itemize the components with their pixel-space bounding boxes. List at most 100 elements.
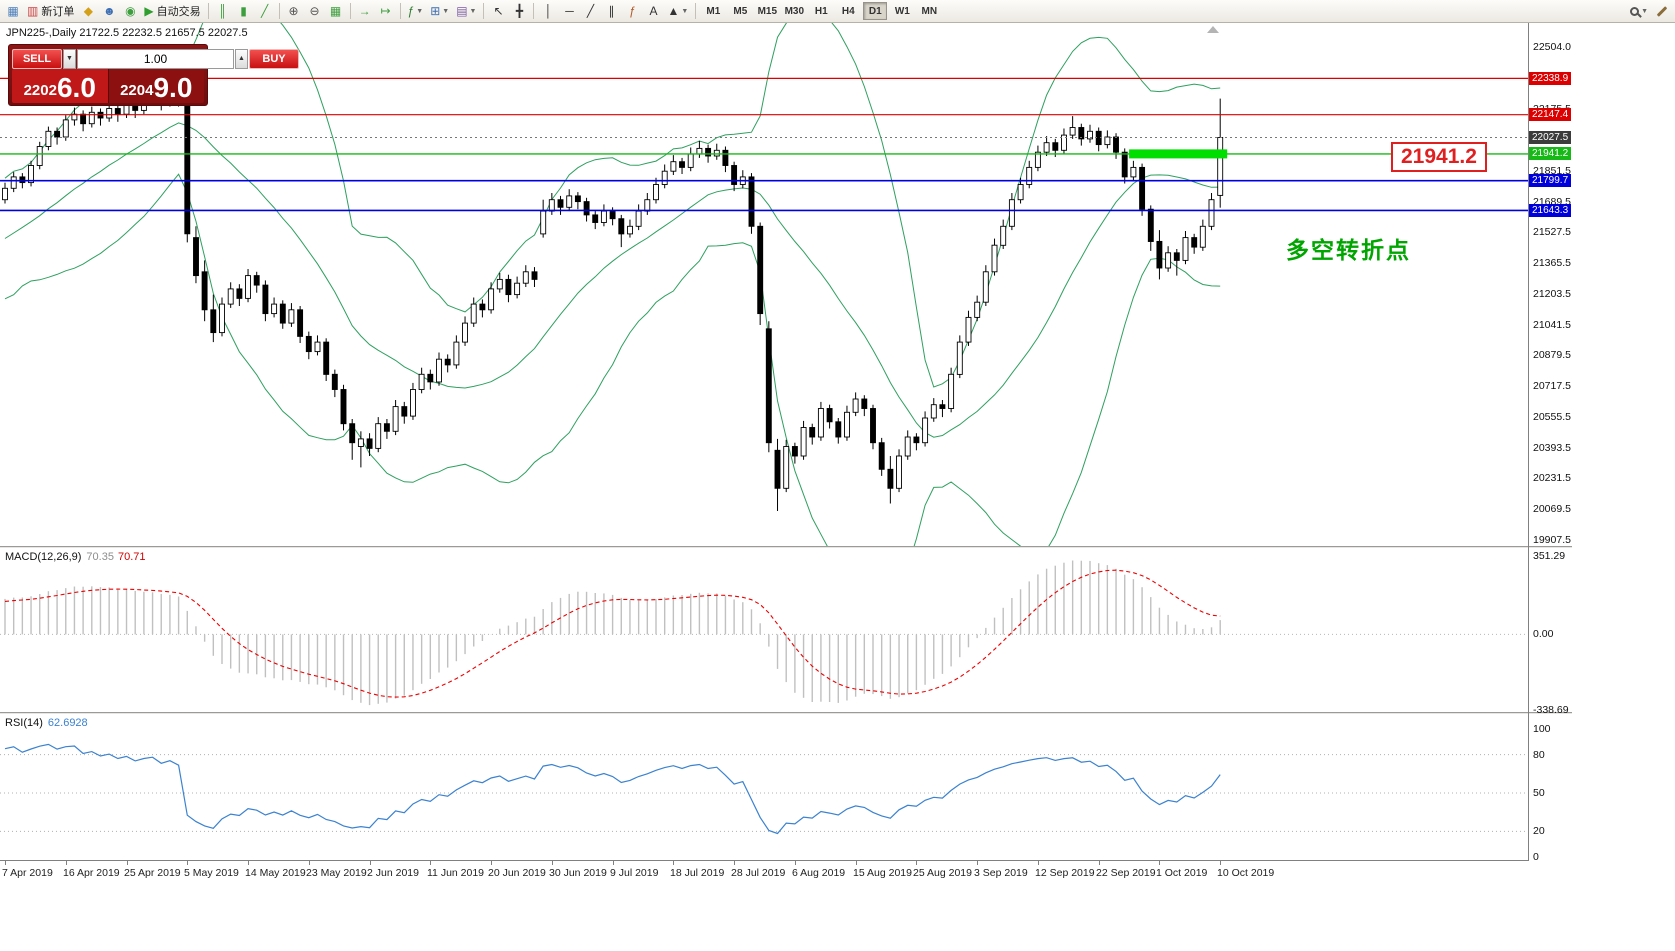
bar-chart-icon: ║ — [218, 4, 227, 18]
chart-shift-icon: ↦ — [380, 4, 391, 18]
timeframe-button-m5[interactable]: M5 — [733, 5, 748, 17]
macd-canvas[interactable] — [0, 549, 1528, 712]
candlestick-icon: ▮ — [240, 4, 247, 18]
date-label: 15 Aug 2019 — [853, 867, 912, 879]
news-icon[interactable]: ◉ — [120, 1, 140, 21]
price-axis-line — [1528, 23, 1529, 861]
date-tick — [1038, 861, 1039, 865]
date-label: 10 Oct 2019 — [1217, 867, 1275, 879]
crosshair-button[interactable]: ╋ — [509, 1, 529, 21]
text-button[interactable]: A — [643, 1, 663, 21]
profiles-button[interactable]: ▤ ▼ — [453, 1, 479, 21]
cursor-button[interactable]: ↖ — [488, 1, 508, 21]
price-callout-label[interactable]: 21941.2 — [1391, 142, 1487, 172]
chart-shift-button[interactable]: ↦ — [376, 1, 396, 21]
timeframe-button-mn[interactable]: MN — [921, 5, 938, 17]
price-line-flag[interactable]: 21643.3 — [1529, 204, 1572, 217]
volume-input[interactable] — [77, 48, 234, 69]
chart-title: JPN225-,Daily 21722.5 22232.5 21657.5 22… — [6, 27, 248, 39]
timeframe-button-w1[interactable]: W1 — [894, 5, 910, 17]
pencil-icon — [1656, 5, 1668, 17]
date-tick — [916, 861, 917, 865]
chart-icon[interactable]: ▦ — [3, 1, 23, 21]
channel-button[interactable]: ∥ — [601, 1, 621, 21]
candlestick-button[interactable]: ▮ — [234, 1, 254, 21]
price-line-flag[interactable]: 22027.5 — [1529, 131, 1572, 144]
cursor-icon: ↖ — [493, 4, 504, 18]
edit-button[interactable] — [1652, 1, 1672, 21]
search-button[interactable]: ▼ — [1627, 1, 1651, 21]
autotrading-button[interactable]: ▶ 自动交易 — [141, 1, 203, 21]
arrows-button[interactable]: ▲ ▼ — [664, 1, 691, 21]
date-label: 9 Jul 2019 — [610, 867, 659, 879]
zoom-in-button[interactable]: ⊕ — [284, 1, 304, 21]
date-label: 20 Jun 2019 — [488, 867, 546, 879]
tile-windows-button[interactable]: ▦ — [326, 1, 346, 21]
timeframe-button-m15[interactable]: M15 — [757, 5, 778, 17]
chart-shift-marker[interactable] — [1207, 26, 1219, 33]
line-chart-button[interactable]: ╱ — [255, 1, 275, 21]
channel-icon: ∥ — [608, 4, 615, 18]
new-chart-button[interactable]: ⊞ ▼ — [427, 1, 452, 21]
date-label: 7 Apr 2019 — [2, 867, 53, 879]
macd-axis-tick: 351.29 — [1533, 550, 1566, 562]
panel-splitter[interactable] — [0, 546, 1572, 549]
price-tick: 22504.0 — [1533, 41, 1571, 53]
date-label: 23 May 2019 — [306, 867, 367, 879]
volume-decrease-button[interactable]: ▼ — [63, 48, 76, 69]
new-order-button[interactable]: ▥ 新订单 — [24, 1, 77, 21]
main-chart-canvas[interactable] — [0, 23, 1528, 546]
buy-price[interactable]: 2204 9.0 — [107, 69, 204, 103]
mql5-icon[interactable]: ◆ — [78, 1, 98, 21]
macd-signal-line — [4, 569, 1221, 698]
chart-text-annotation[interactable]: 多空转折点 — [1286, 237, 1411, 263]
date-tick — [370, 861, 371, 865]
zoom-out-button[interactable]: ⊖ — [305, 1, 325, 21]
news-icon-icon: ◉ — [125, 4, 136, 18]
new-order-button-label: 新订单 — [41, 6, 75, 18]
rsi-axis-tick: 80 — [1533, 749, 1545, 761]
date-label: 25 Apr 2019 — [124, 867, 181, 879]
community-icon[interactable]: ☻ — [99, 1, 119, 21]
panel-splitter[interactable] — [0, 712, 1572, 715]
horizontal-line-button[interactable]: ─ — [559, 1, 579, 21]
dropdown-caret-icon: ▼ — [469, 7, 477, 15]
buy-button[interactable]: BUY — [249, 48, 299, 69]
date-tick — [613, 861, 614, 865]
toolbar-separator — [207, 3, 209, 19]
date-tick — [1099, 861, 1100, 865]
rsi-axis-tick: 50 — [1533, 787, 1545, 799]
sell-price[interactable]: 2202 6.0 — [12, 69, 108, 103]
bar-chart-button[interactable]: ║ — [213, 1, 233, 21]
timeframe-button-m1[interactable]: M1 — [706, 5, 721, 17]
toolbar-separator — [695, 3, 697, 19]
fibonacci-button[interactable]: ƒ — [622, 1, 642, 21]
price-line-flag[interactable]: 21799.7 — [1529, 174, 1572, 187]
trendline-button[interactable]: ╱ — [580, 1, 600, 21]
time-axis-line — [0, 860, 1529, 861]
date-label: 25 Aug 2019 — [913, 867, 972, 879]
volume-increase-button[interactable]: ▲ — [235, 48, 248, 69]
timeframe-button-h4[interactable]: H4 — [841, 5, 855, 17]
price-line-flag[interactable]: 21941.2 — [1529, 147, 1572, 160]
price-line-flag[interactable]: 22147.4 — [1529, 108, 1572, 121]
macd-name: MACD(12,26,9) — [5, 551, 82, 563]
vertical-line-button[interactable]: │ — [538, 1, 558, 21]
date-label: 6 Aug 2019 — [792, 867, 846, 879]
highlight-segment[interactable] — [1129, 149, 1228, 159]
rsi-canvas[interactable] — [0, 715, 1528, 860]
timeframe-button-m30[interactable]: M30 — [784, 5, 805, 17]
buy-price-small: 2204 — [120, 81, 154, 99]
macd-value-signal: 70.71 — [117, 551, 146, 563]
indicators-button[interactable]: ƒ ▼ — [405, 1, 427, 21]
line-chart-icon: ╱ — [260, 4, 269, 18]
auto-scroll-button[interactable]: → — [355, 1, 375, 21]
timeframe-button-h1[interactable]: H1 — [814, 5, 828, 17]
date-tick — [1220, 861, 1221, 865]
new-order-icon: ▥ — [27, 4, 39, 18]
timeframe-button-d1[interactable]: D1 — [863, 2, 888, 20]
price-tick: 20231.5 — [1533, 472, 1571, 484]
buy-price-big: 9.0 — [153, 72, 193, 103]
price-line-flag[interactable]: 22338.9 — [1529, 72, 1572, 85]
sell-button[interactable]: SELL — [12, 48, 62, 69]
